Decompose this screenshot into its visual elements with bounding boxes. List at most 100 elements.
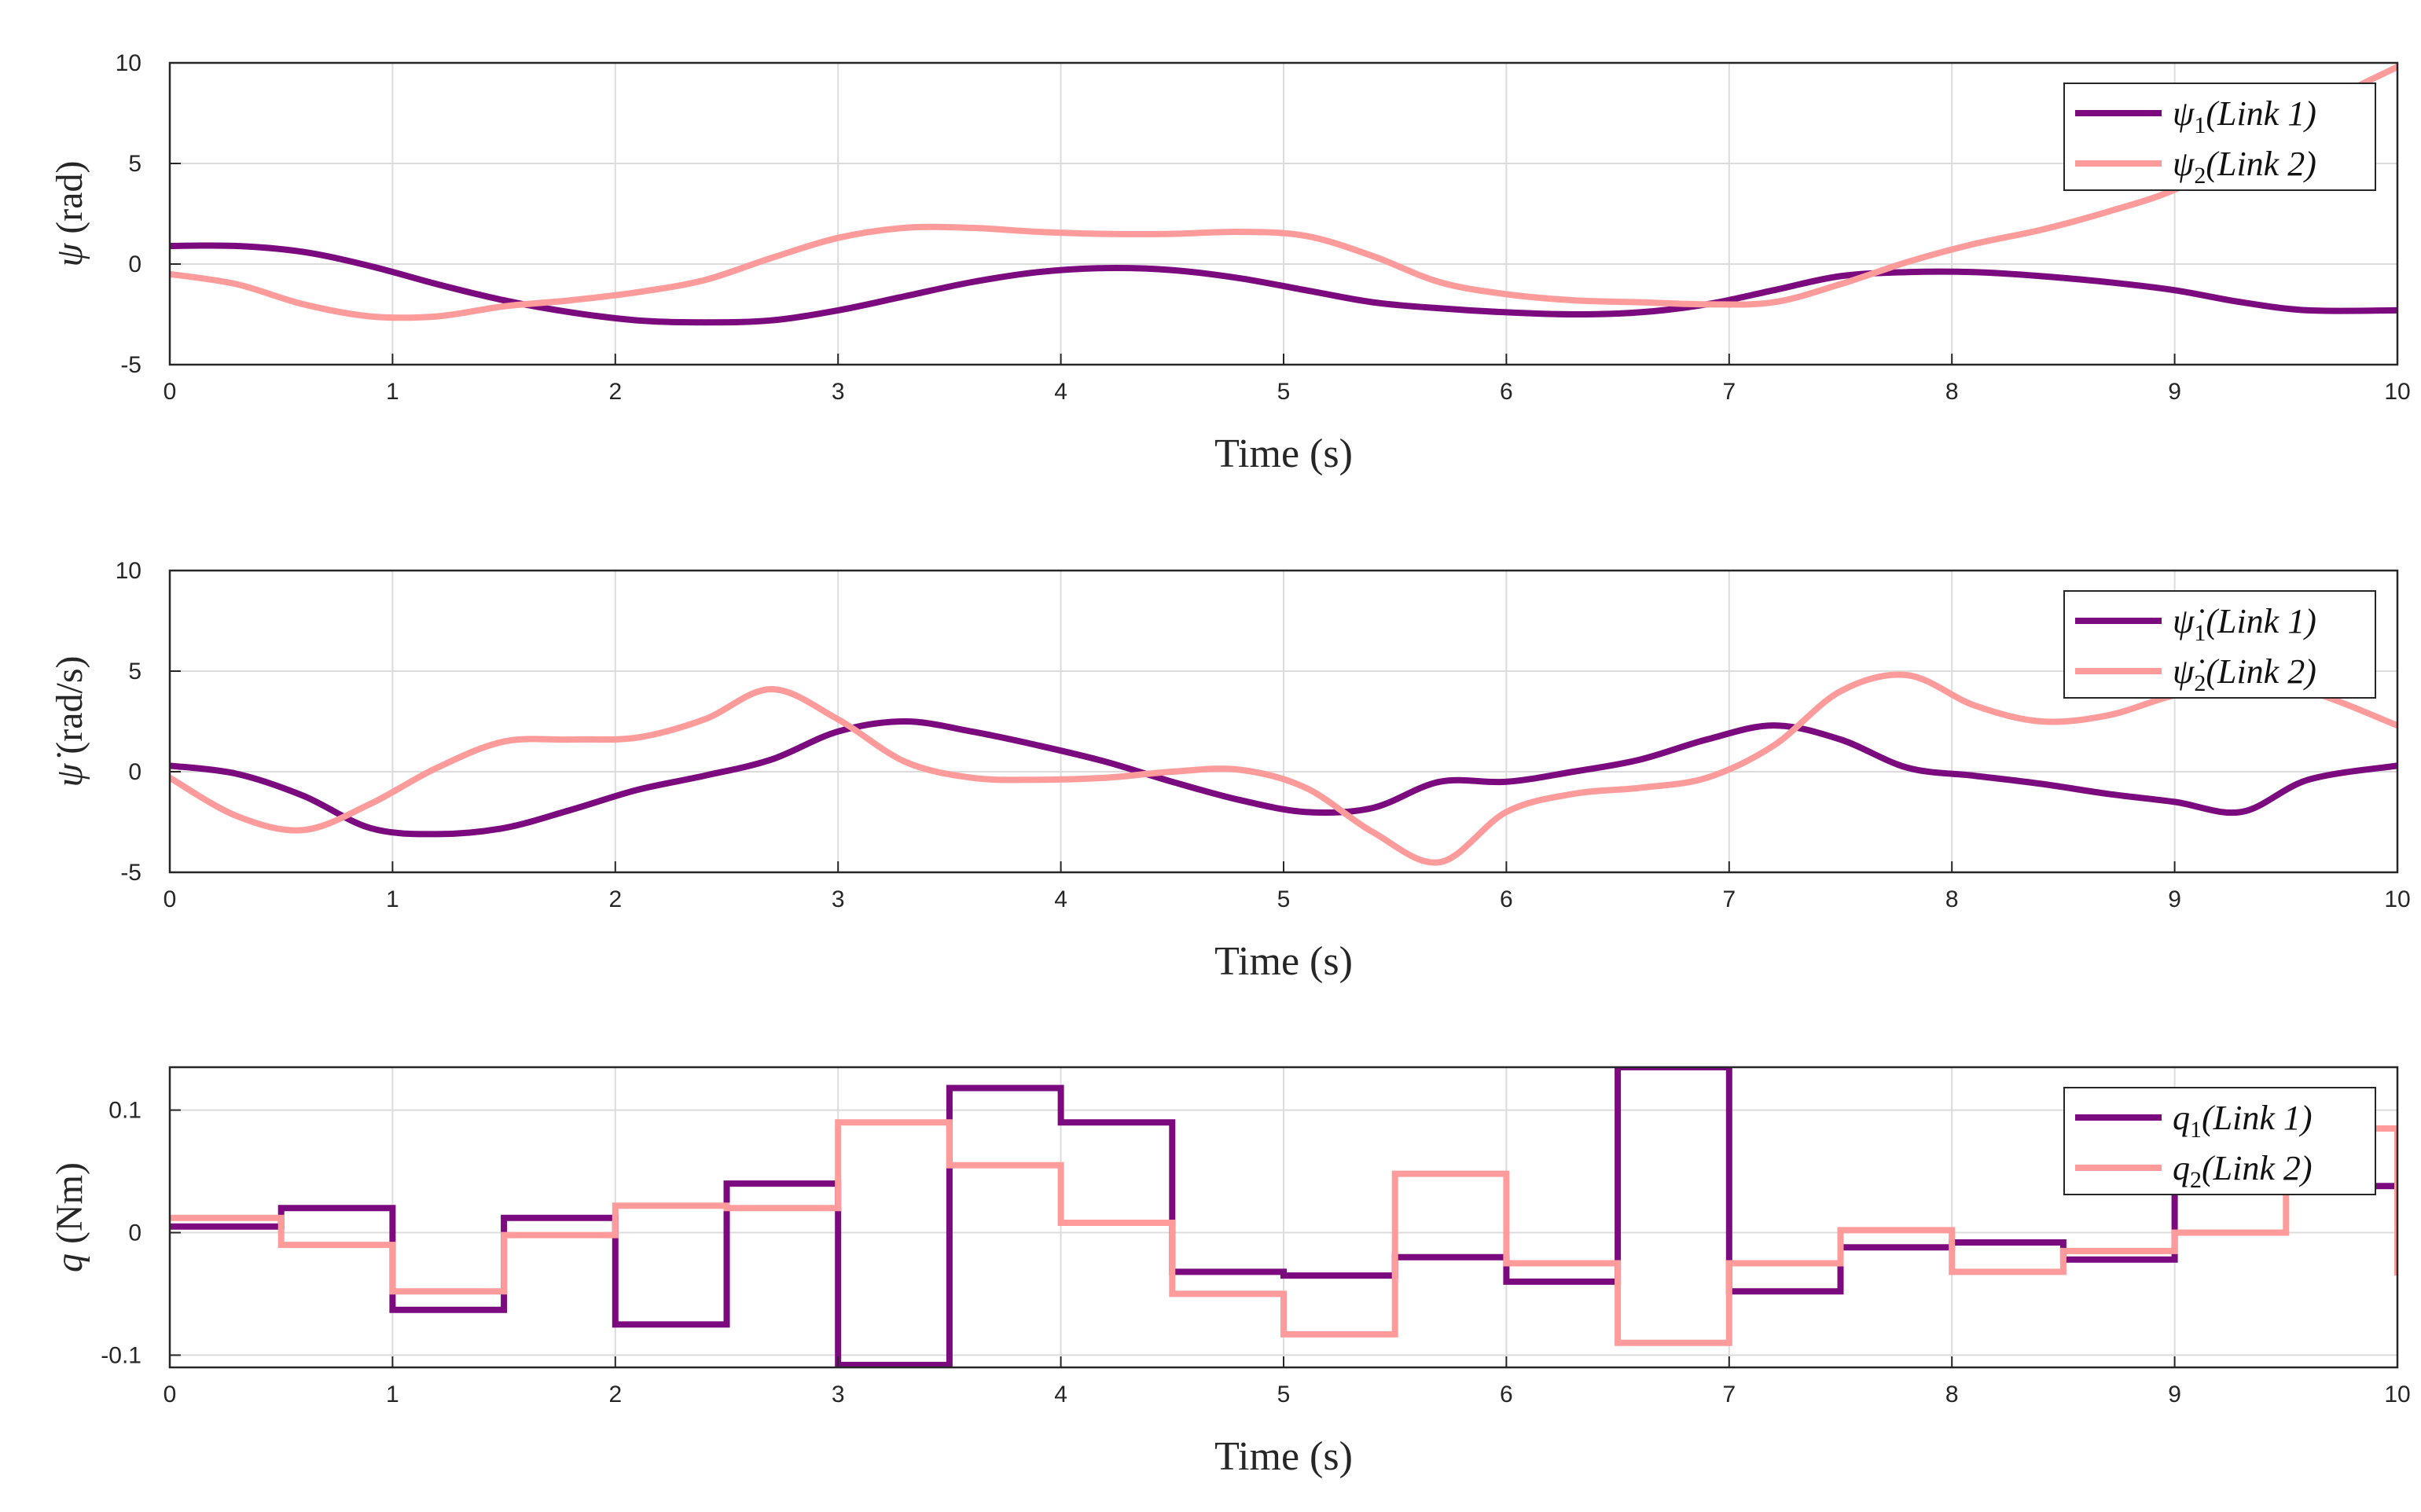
legend-box	[2063, 590, 2376, 699]
x-tick-label: 9	[2168, 379, 2181, 405]
legend-subscript: 1	[2194, 112, 2206, 138]
y-axis-symbol: ψ	[49, 243, 90, 267]
x-tick-label: 5	[1277, 379, 1291, 405]
x-axis-label: Time (s)	[1214, 431, 1353, 476]
y-tick-label: 0	[128, 759, 141, 785]
x-tick-label: 5	[1277, 886, 1291, 912]
y-tick-label: 10	[116, 558, 141, 584]
y-tick-label: 10	[116, 50, 141, 76]
y-tick-label: 5	[128, 151, 141, 177]
series-group	[170, 1067, 2397, 1367]
y-tick-label: 0	[128, 251, 141, 277]
legend-text-rest: (Link 2)	[2206, 652, 2316, 691]
y-axis-label: ψ (rad)	[49, 160, 90, 266]
legend-box	[2063, 83, 2376, 191]
x-tick-label: 4	[1054, 886, 1067, 912]
legend-text-rest: (Link 2)	[2206, 145, 2316, 183]
x-tick-label: 7	[1722, 1382, 1736, 1407]
x-tick-label: 1	[386, 379, 399, 405]
y-tick-labels: -0.1 0 0.1	[101, 1098, 141, 1369]
legend-label-2: ψ2(Link 2)	[2173, 145, 2316, 189]
x-tick-labels: 0 1 2 3 4 5 6 7 8 9 10	[163, 379, 2411, 405]
x-tick-label: 7	[1722, 379, 1736, 405]
legend-text-rest: (Link 2)	[2202, 1149, 2313, 1187]
x-tick-label: 9	[2168, 886, 2181, 912]
x-axis-label: Time (s)	[1214, 1434, 1353, 1479]
legend-box	[2063, 1087, 2376, 1195]
x-tick-label: 0	[163, 886, 177, 912]
legend-label-1: q1(Link 1)	[2173, 1099, 2313, 1143]
y-tick-labels: -5 0 5 10	[116, 50, 141, 378]
series-group	[170, 671, 2397, 866]
legend-symbol: q	[2173, 1149, 2190, 1187]
x-tick-label: 2	[608, 379, 622, 405]
legend-text-rest: (Link 1)	[2202, 1099, 2313, 1137]
x-tick-label: 3	[832, 379, 845, 405]
x-tick-label: 8	[1945, 1382, 1959, 1407]
x-tick-label: 10	[2384, 1382, 2410, 1407]
x-tick-label: 4	[1054, 379, 1067, 405]
x-tick-label: 0	[163, 379, 177, 405]
y-tick-labels: -5 0 5 10	[116, 558, 141, 886]
legend-label-2: ψ̇2(Link 2)	[2173, 652, 2316, 696]
series-group	[170, 64, 2397, 326]
x-tick-label: 3	[832, 886, 845, 912]
legend: q1(Link 1)q2(Link 2)	[2063, 1087, 2376, 1195]
x-tick-label: 6	[1500, 886, 1513, 912]
legend-symbol: ψ	[2173, 145, 2195, 183]
x-tick-label: 2	[608, 886, 622, 912]
legend-text-rest: (Link 1)	[2206, 602, 2316, 640]
chart-panel-2: 0 1 2 3 4 5 6 7 8 9 10 -5 0 5 10 Time (s) ψ̇ (rad/s) ψ̇1(…	[49, 558, 2411, 984]
x-tick-label: 10	[2384, 379, 2410, 405]
legend-label-1: ψ1(Link 1)	[2173, 94, 2316, 138]
y-tick-label: -5	[120, 860, 141, 886]
legend-subscript: 2	[2190, 1167, 2202, 1193]
x-tick-label: 6	[1500, 1382, 1513, 1407]
x-tick-label: 7	[1722, 886, 1736, 912]
y-axis-unit: (rad/s)	[49, 655, 90, 763]
series-line-2	[170, 1119, 2397, 1346]
x-tick-label: 8	[1945, 379, 1959, 405]
x-tick-label: 1	[386, 886, 399, 912]
x-tick-label: 6	[1500, 379, 1513, 405]
y-tick-label: 0	[128, 1220, 141, 1246]
y-axis-label: ψ̇ (rad/s)	[49, 655, 90, 787]
x-tick-label: 1	[386, 1382, 399, 1407]
legend-subscript: 2	[2194, 163, 2206, 189]
y-axis-label: q (Nm)	[49, 1162, 90, 1272]
legend: ψ̇1(Link 1) ψ̇2(Link 2)	[2063, 590, 2376, 699]
legend-label-1: ψ̇1(Link 1)	[2173, 602, 2316, 646]
legend-text-rest: (Link 1)	[2206, 94, 2316, 133]
series-line-1	[170, 717, 2397, 838]
series-line-2	[170, 64, 2397, 321]
series-line-1	[170, 242, 2397, 326]
legend-label-2: q2(Link 2)	[2173, 1149, 2313, 1193]
legend-subscript: 2	[2194, 670, 2206, 696]
legend: ψ1(Link 1)ψ2(Link 2)	[2063, 83, 2376, 191]
x-tick-label: 10	[2384, 886, 2410, 912]
x-tick-labels: 0 1 2 3 4 5 6 7 8 9 10	[163, 1382, 2411, 1407]
legend-symbol: ψ	[2173, 94, 2195, 133]
y-tick-label: 5	[128, 659, 141, 684]
x-tick-label: 8	[1945, 886, 1959, 912]
x-tick-label: 9	[2168, 1382, 2181, 1407]
x-tick-label: 3	[832, 1382, 845, 1407]
y-tick-label: 0.1	[108, 1098, 141, 1124]
y-tick-label: -5	[120, 352, 141, 378]
x-tick-label: 2	[608, 1382, 622, 1407]
y-axis-unit: (rad)	[49, 160, 90, 243]
x-tick-label: 4	[1054, 1382, 1067, 1407]
x-tick-labels: 0 1 2 3 4 5 6 7 8 9 10	[163, 886, 2411, 912]
y-tick-label: -0.1	[101, 1342, 141, 1368]
legend-subscript: 1	[2194, 620, 2206, 646]
series-line-2	[170, 671, 2397, 866]
y-axis-symbol: q	[49, 1253, 90, 1272]
legend-symbol: q	[2173, 1099, 2190, 1137]
y-axis-unit: (Nm)	[49, 1162, 90, 1253]
x-tick-label: 5	[1277, 1382, 1291, 1407]
x-axis-label: Time (s)	[1214, 939, 1353, 984]
legend-subscript: 1	[2190, 1117, 2202, 1143]
